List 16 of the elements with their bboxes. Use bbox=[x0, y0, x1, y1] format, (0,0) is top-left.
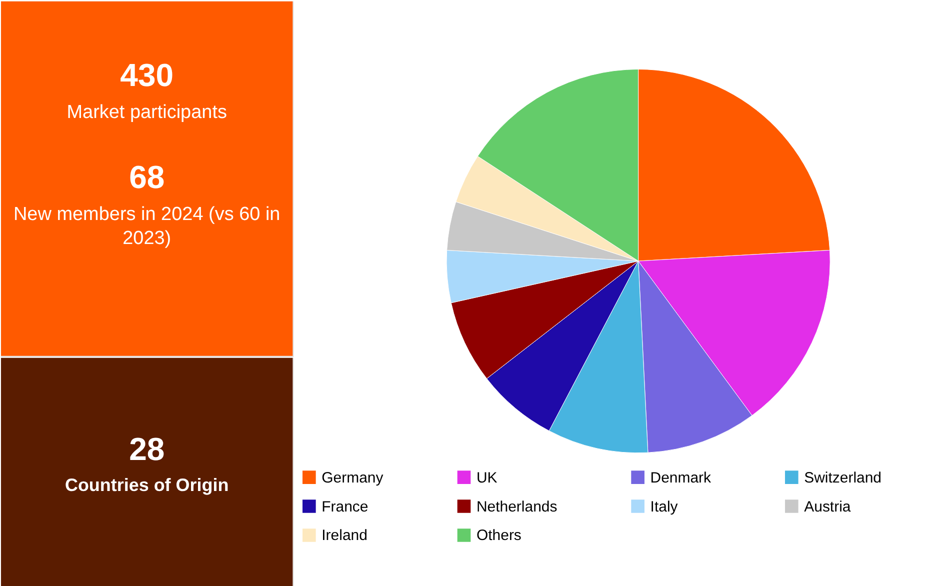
text: 28 bbox=[129, 430, 165, 467]
legend-label: France bbox=[322, 498, 368, 516]
legend-label: Denmark bbox=[650, 469, 712, 486]
legend-label: Ireland bbox=[322, 527, 368, 544]
legend-label: Austria bbox=[804, 498, 852, 516]
legend-label: Netherlands bbox=[476, 498, 558, 516]
legend-label: Italy bbox=[650, 498, 678, 516]
text: Countries of Origin bbox=[64, 474, 229, 495]
text: 68 bbox=[129, 159, 165, 196]
text: 430 bbox=[120, 57, 174, 94]
legend-label: UK bbox=[476, 469, 498, 486]
text: Market participants bbox=[66, 102, 227, 124]
legend-label: Germany bbox=[322, 469, 384, 486]
legend-label: Switzerland bbox=[804, 469, 882, 486]
text: New members in 2024 (vs 60 in 2023) bbox=[13, 204, 280, 250]
legend-label: Others bbox=[476, 527, 522, 544]
